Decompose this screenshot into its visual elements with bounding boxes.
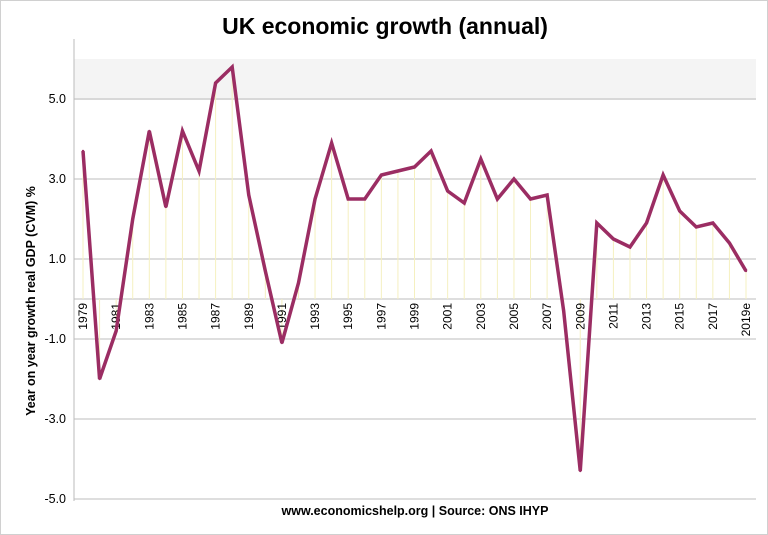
data-point-2011 xyxy=(612,237,615,241)
source-note: www.economicshelp.org | Source: ONS IHYP xyxy=(281,504,549,518)
x-tick-label: 2017 xyxy=(706,303,720,330)
data-point-1984 xyxy=(164,205,168,209)
x-tick-label: 1985 xyxy=(175,303,189,330)
y-tick-label: 5.0 xyxy=(49,92,66,106)
chart-title: UK economic growth (annual) xyxy=(222,13,548,39)
data-point-1992 xyxy=(297,281,300,285)
data-point-2018 xyxy=(728,241,731,245)
data-point-2008 xyxy=(562,309,565,313)
x-tick-label: 1995 xyxy=(341,303,355,330)
data-point-1982 xyxy=(131,217,134,221)
data-point-1995 xyxy=(347,197,350,201)
data-point-2015 xyxy=(678,209,681,213)
data-point-1983 xyxy=(148,129,151,133)
data-point-2012 xyxy=(628,245,632,249)
data-point-2007 xyxy=(545,193,549,197)
y-tick-label: -1.0 xyxy=(44,332,66,346)
data-point-2002 xyxy=(463,201,466,205)
data-point-1994 xyxy=(330,141,333,145)
data-point-1988 xyxy=(230,65,234,69)
x-tick-label: 2013 xyxy=(640,303,654,330)
x-tick-label: 1979 xyxy=(76,303,90,330)
x-tick-label: 2001 xyxy=(441,303,455,330)
data-point-1998 xyxy=(396,169,400,173)
y-axis-label: Year on year growth real GDP (CVM) % xyxy=(24,186,38,416)
x-tick-label: 2009 xyxy=(573,303,587,330)
data-point-1979 xyxy=(81,149,85,153)
data-point-2016 xyxy=(695,225,698,229)
data-point-2013 xyxy=(645,221,648,225)
x-tick-label: 1993 xyxy=(308,303,322,330)
data-point-2005 xyxy=(512,177,516,181)
data-point-2010 xyxy=(595,221,599,225)
data-point-1993 xyxy=(313,197,317,201)
x-tick-label: 2007 xyxy=(540,303,554,330)
x-tick-label: 1999 xyxy=(408,303,422,330)
y-tick-label: 3.0 xyxy=(49,172,66,186)
data-point-1996 xyxy=(363,197,366,201)
data-point-1989 xyxy=(247,193,250,197)
y-tick-label: -3.0 xyxy=(44,412,66,426)
data-point-1985 xyxy=(181,129,184,133)
x-tick-label: 1997 xyxy=(374,303,388,330)
x-tick-label: 2019e xyxy=(739,303,753,337)
x-tick-label: 2011 xyxy=(606,303,620,329)
x-tick-label: 2005 xyxy=(507,303,521,330)
data-point-2019e xyxy=(744,269,748,273)
y-tick-label: -5.0 xyxy=(44,492,66,506)
data-point-2017 xyxy=(711,221,715,225)
data-point-1991 xyxy=(280,341,284,345)
data-point-2014 xyxy=(661,173,665,177)
data-point-2009 xyxy=(579,469,582,473)
x-tick-label: 2015 xyxy=(673,303,687,330)
data-point-2004 xyxy=(496,197,499,201)
data-point-2000 xyxy=(429,149,433,153)
data-point-1987 xyxy=(214,81,217,85)
data-point-2003 xyxy=(479,157,482,161)
x-tick-label: 2003 xyxy=(474,303,488,330)
data-point-1997 xyxy=(380,173,383,177)
x-tick-label: 1989 xyxy=(242,303,256,330)
data-point-2006 xyxy=(529,197,532,201)
y-tick-label: 1.0 xyxy=(49,252,66,266)
x-tick-label: 1987 xyxy=(209,303,223,330)
data-point-1980 xyxy=(98,377,101,381)
x-tick-label: 1983 xyxy=(142,303,156,330)
data-point-2001 xyxy=(446,189,449,193)
data-point-1999 xyxy=(413,165,416,169)
data-point-1990 xyxy=(264,269,267,273)
data-point-1981 xyxy=(114,329,118,333)
data-point-1986 xyxy=(197,169,201,173)
